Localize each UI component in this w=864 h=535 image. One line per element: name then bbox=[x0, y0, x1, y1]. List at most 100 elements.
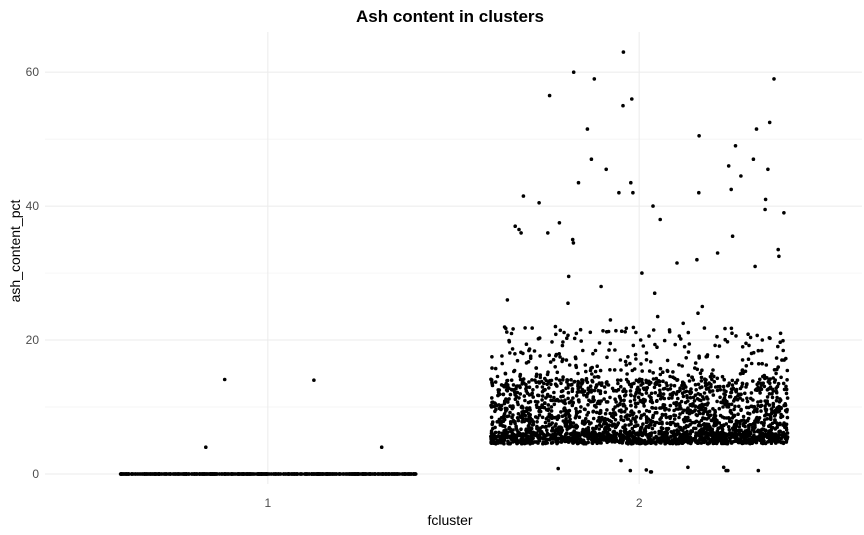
data-point bbox=[703, 380, 708, 385]
data-point bbox=[758, 377, 762, 382]
data-point bbox=[773, 418, 777, 422]
data-point bbox=[580, 390, 584, 394]
data-point bbox=[566, 390, 571, 395]
data-point bbox=[697, 409, 701, 413]
data-point bbox=[761, 423, 766, 428]
data-point bbox=[622, 387, 626, 392]
data-point bbox=[550, 429, 554, 433]
data-point bbox=[721, 423, 726, 427]
data-point bbox=[612, 411, 617, 416]
data-point bbox=[581, 348, 585, 353]
data-point bbox=[511, 404, 515, 408]
data-point bbox=[713, 385, 718, 389]
data-point bbox=[565, 336, 569, 341]
data-point bbox=[583, 441, 588, 445]
data-point bbox=[638, 429, 642, 433]
data-point bbox=[694, 388, 698, 392]
data-point bbox=[495, 420, 500, 424]
data-point bbox=[629, 180, 633, 185]
data-point bbox=[193, 472, 198, 476]
data-point bbox=[775, 395, 779, 400]
data-point bbox=[559, 389, 564, 394]
data-point bbox=[729, 326, 734, 331]
data-point bbox=[537, 201, 541, 205]
data-point bbox=[698, 371, 703, 376]
data-point bbox=[556, 399, 561, 403]
data-point bbox=[676, 429, 680, 434]
data-point bbox=[723, 337, 727, 342]
data-point bbox=[762, 384, 767, 389]
data-point bbox=[602, 419, 606, 424]
data-point bbox=[637, 410, 641, 414]
data-point bbox=[491, 426, 495, 431]
data-point bbox=[654, 406, 658, 411]
data-point bbox=[543, 401, 547, 406]
data-point bbox=[566, 301, 570, 306]
data-point bbox=[660, 434, 664, 439]
data-point bbox=[778, 397, 782, 401]
data-point bbox=[679, 337, 683, 341]
data-point bbox=[775, 425, 779, 429]
data-point bbox=[729, 402, 734, 407]
data-point bbox=[652, 385, 657, 390]
data-point bbox=[732, 397, 737, 402]
data-point bbox=[720, 374, 725, 379]
data-point bbox=[490, 382, 495, 386]
data-point bbox=[740, 382, 745, 386]
data-point bbox=[749, 391, 754, 395]
data-point bbox=[752, 422, 757, 427]
data-point bbox=[644, 408, 649, 413]
data-point bbox=[496, 390, 501, 395]
data-point bbox=[746, 430, 750, 435]
data-point bbox=[732, 407, 736, 412]
data-point bbox=[767, 424, 771, 429]
data-point bbox=[508, 351, 512, 355]
data-point bbox=[773, 378, 777, 382]
data-point bbox=[653, 342, 657, 347]
data-point bbox=[745, 434, 749, 439]
data-point bbox=[527, 385, 532, 390]
data-point bbox=[742, 440, 747, 444]
data-point bbox=[736, 412, 740, 417]
data-point bbox=[687, 342, 692, 346]
data-point bbox=[615, 378, 620, 383]
data-point bbox=[740, 398, 745, 402]
data-point bbox=[654, 376, 659, 381]
data-point bbox=[613, 388, 618, 393]
data-point bbox=[588, 384, 593, 389]
data-point bbox=[668, 414, 673, 419]
data-point bbox=[710, 389, 715, 393]
data-point bbox=[265, 472, 269, 476]
data-point bbox=[549, 441, 554, 445]
data-point bbox=[651, 371, 655, 375]
data-point bbox=[632, 381, 636, 386]
data-point bbox=[693, 361, 698, 365]
data-point bbox=[745, 396, 749, 401]
data-point bbox=[733, 380, 738, 385]
data-point bbox=[592, 398, 596, 403]
data-point bbox=[517, 384, 522, 388]
data-point bbox=[684, 437, 689, 441]
data-point bbox=[505, 414, 510, 419]
data-point bbox=[657, 429, 661, 434]
data-point bbox=[744, 341, 748, 346]
data-point bbox=[696, 423, 701, 428]
data-point bbox=[513, 352, 517, 356]
data-point bbox=[537, 413, 542, 417]
y-tick-label: 0 bbox=[32, 467, 39, 481]
data-point bbox=[504, 385, 509, 389]
data-point bbox=[538, 426, 543, 430]
data-point bbox=[597, 427, 601, 431]
data-point bbox=[672, 401, 676, 406]
data-point bbox=[350, 472, 355, 476]
data-point bbox=[667, 329, 672, 334]
data-point bbox=[653, 391, 658, 395]
data-point bbox=[733, 144, 738, 148]
data-point bbox=[556, 436, 560, 441]
data-point bbox=[780, 358, 784, 362]
data-point bbox=[531, 436, 535, 441]
data-point bbox=[557, 431, 562, 436]
data-point bbox=[725, 384, 730, 388]
data-point bbox=[603, 390, 608, 395]
data-point bbox=[505, 378, 510, 383]
